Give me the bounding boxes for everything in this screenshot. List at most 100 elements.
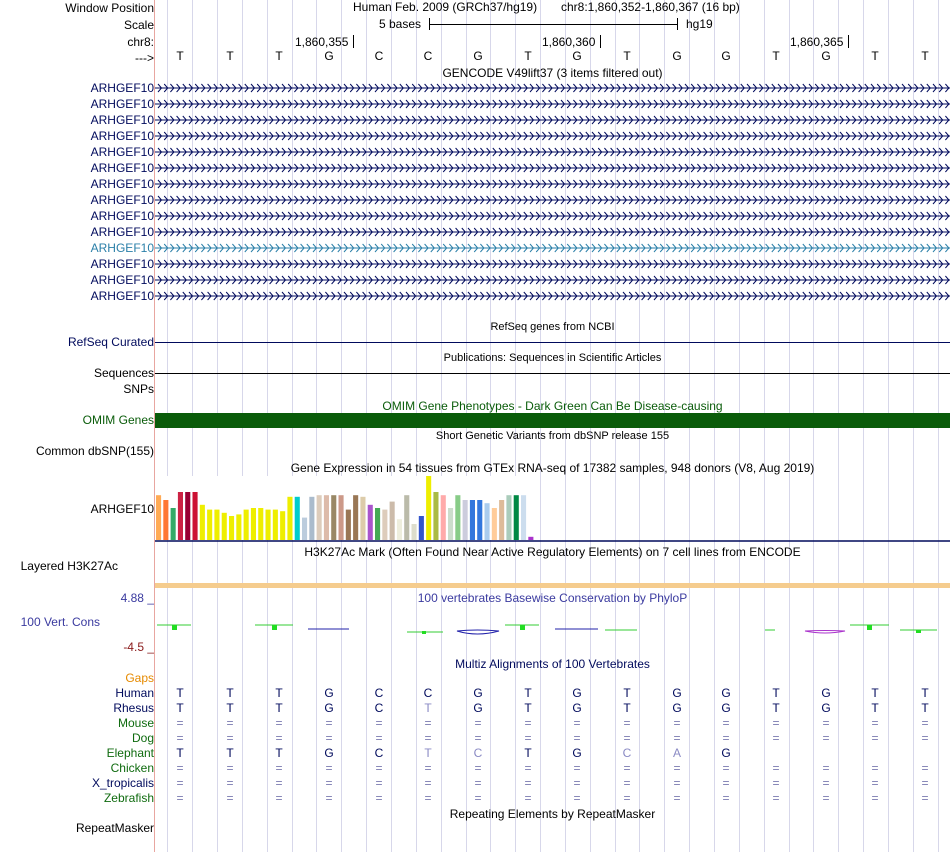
alignment-base: G <box>473 701 483 715</box>
reference-base: G <box>572 49 582 63</box>
alignment-base: T <box>871 686 879 700</box>
gencode-transcript[interactable] <box>155 98 950 110</box>
gtex-bar <box>477 500 483 540</box>
alignment-base: T <box>226 746 234 760</box>
alignment-base: = <box>176 776 184 790</box>
gencode-gene-label[interactable]: ARHGEF10 <box>90 257 154 271</box>
omim-gene-bar[interactable] <box>155 413 950 428</box>
gencode-title: GENCODE V49lift37 (3 items filtered out) <box>442 66 663 80</box>
alignment-base: = <box>822 776 830 790</box>
gtex-bar <box>433 492 439 540</box>
gtex-bar <box>236 514 242 540</box>
gencode-transcript[interactable] <box>155 194 950 206</box>
gencode-gene-label[interactable]: ARHGEF10 <box>90 241 154 255</box>
gtex-bar <box>316 495 322 540</box>
conservation-plot[interactable] <box>155 615 950 645</box>
alignment-base: = <box>226 731 234 745</box>
gencode-transcript[interactable] <box>155 130 950 142</box>
gencode-gene-label[interactable]: ARHGEF10 <box>90 129 154 143</box>
reference-base: G <box>672 49 682 63</box>
alignment-base: = <box>772 731 780 745</box>
alignment-base: G <box>572 701 582 715</box>
gencode-gene-label[interactable]: ARHGEF10 <box>90 81 154 95</box>
scale-text: 5 bases <box>379 17 422 31</box>
alignment-base: = <box>772 761 780 775</box>
alignment-base: = <box>375 716 383 730</box>
gencode-transcript[interactable] <box>155 274 950 286</box>
gencode-transcript[interactable] <box>155 146 950 158</box>
alignment-base: = <box>772 716 780 730</box>
cons-neg-13 <box>804 630 846 634</box>
gtex-bar <box>345 509 351 540</box>
refseq-gene-line[interactable] <box>155 342 950 343</box>
coord-tick-1: 1,860,355 <box>295 35 349 49</box>
alignment-base: = <box>871 761 879 775</box>
gtex-bar <box>462 500 468 540</box>
track-data-area[interactable]: Human Feb. 2009 (GRCh37/hg19) chr8:1,860… <box>155 0 950 852</box>
alignment-base: T <box>176 746 184 760</box>
alignment-base: = <box>573 791 581 805</box>
alignment-base: = <box>623 761 631 775</box>
omim-label[interactable]: OMIM Genes <box>82 413 154 427</box>
gencode-gene-label[interactable]: ARHGEF10 <box>90 225 154 239</box>
gencode-transcript[interactable] <box>155 242 950 254</box>
dbsnp-title: Short Genetic Variants from dbSNP releas… <box>435 430 670 442</box>
gencode-transcript[interactable] <box>155 162 950 174</box>
gencode-gene-label[interactable]: ARHGEF10 <box>90 97 154 111</box>
alignment-base: G <box>721 746 731 760</box>
reference-base: T <box>921 49 929 63</box>
reference-base: T <box>871 49 879 63</box>
gencode-gene-label[interactable]: ARHGEF10 <box>90 113 154 127</box>
snps-label[interactable]: SNPs <box>123 382 154 396</box>
cons-peak-14 <box>867 625 872 630</box>
gencode-transcript[interactable] <box>155 226 950 238</box>
gtex-bar <box>163 500 169 540</box>
gtex-bar <box>353 495 359 540</box>
sequences-label[interactable]: Sequences <box>93 366 154 380</box>
gencode-gene-label[interactable]: ARHGEF10 <box>90 273 154 287</box>
gencode-gene-label[interactable]: ARHGEF10 <box>90 177 154 191</box>
alignment-base: = <box>822 716 830 730</box>
sequences-line[interactable] <box>155 373 950 374</box>
alignment-base: = <box>275 716 283 730</box>
gtex-gene-label[interactable]: ARHGEF10 <box>90 502 154 516</box>
species-label: Rhesus <box>113 701 154 715</box>
gencode-transcript[interactable] <box>155 114 950 126</box>
coord-tick-2: 1,860,360 <box>542 35 596 49</box>
gencode-gene-label[interactable]: ARHGEF10 <box>90 289 154 303</box>
conservation-label[interactable]: 100 Vert. Cons <box>20 615 100 629</box>
repeatmasker-label[interactable]: RepeatMasker <box>75 821 154 835</box>
h3k27ac-label[interactable]: Layered H3K27Ac <box>20 559 118 573</box>
dbsnp-label[interactable]: Common dbSNP(155) <box>35 444 154 458</box>
gencode-transcript[interactable] <box>155 258 950 270</box>
refseq-label[interactable]: RefSeq Curated <box>67 335 154 349</box>
reference-base: G <box>324 49 334 63</box>
gencode-gene-label[interactable]: ARHGEF10 <box>90 145 154 159</box>
coord-tick-mark-1 <box>353 35 354 48</box>
h3k27ac-bar[interactable] <box>155 583 950 588</box>
alignment-base: G <box>324 746 334 760</box>
alignment-base: = <box>673 776 681 790</box>
gencode-gene-label[interactable]: ARHGEF10 <box>90 209 154 223</box>
alignment-base: G <box>473 686 483 700</box>
gencode-transcript[interactable] <box>155 210 950 222</box>
gtex-chart[interactable] <box>155 470 950 542</box>
cons-peak-6 <box>422 631 426 634</box>
reference-base: T <box>275 49 283 63</box>
position-title: chr8:1,860,352-1,860,367 (16 bp) <box>561 0 740 14</box>
gtex-bar <box>207 509 213 540</box>
alignment-base: = <box>176 731 184 745</box>
gencode-transcript[interactable] <box>155 178 950 190</box>
alignment-base: G <box>721 686 731 700</box>
alignment-base: = <box>921 716 929 730</box>
gencode-gene-label[interactable]: ARHGEF10 <box>90 161 154 175</box>
gencode-transcript[interactable] <box>155 290 950 302</box>
alignment-base: G <box>672 686 682 700</box>
alignment-base: = <box>375 791 383 805</box>
gencode-gene-label[interactable]: ARHGEF10 <box>90 193 154 207</box>
alignment-base: = <box>722 791 730 805</box>
alignment-base: T <box>176 701 184 715</box>
reference-base: T <box>524 49 532 63</box>
gencode-transcript[interactable] <box>155 82 950 94</box>
alignment-base: = <box>673 731 681 745</box>
